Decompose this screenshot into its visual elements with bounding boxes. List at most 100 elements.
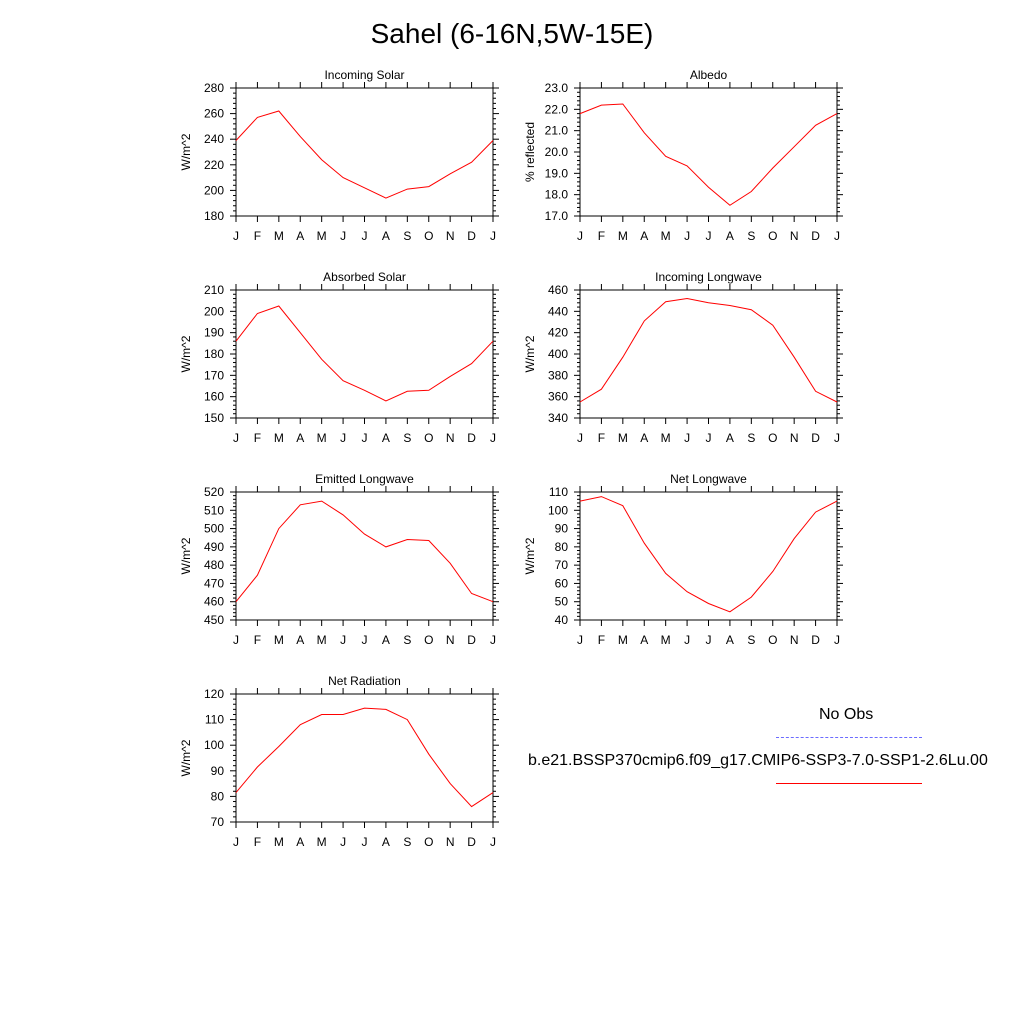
x-tick-label: J <box>834 431 840 445</box>
x-tick-label: D <box>467 633 476 647</box>
y-tick-label: 160 <box>204 390 224 404</box>
y-tick-label: 510 <box>204 503 224 517</box>
y-tick-label: 80 <box>211 789 225 803</box>
y-tick-label: 100 <box>204 738 224 752</box>
y-axis-label: % reflected <box>523 122 537 182</box>
y-tick-label: 150 <box>204 411 224 425</box>
chart-title: Net Longwave <box>670 472 747 486</box>
series-line-1 <box>235 707 494 808</box>
x-tick-label: M <box>618 431 628 445</box>
x-tick-label: J <box>490 633 496 647</box>
y-tick-label: 20.0 <box>545 145 569 159</box>
x-tick-label: D <box>467 229 476 243</box>
y-tick-label: 100 <box>548 503 568 517</box>
y-tick-label: 80 <box>555 540 569 554</box>
y-tick-label: 200 <box>204 304 224 318</box>
x-tick-label: J <box>340 229 346 243</box>
series-line-1 <box>579 103 838 206</box>
y-axis-label: W/m^2 <box>179 739 193 776</box>
y-tick-label: 260 <box>204 107 224 121</box>
x-tick-label: J <box>706 431 712 445</box>
x-tick-label: F <box>254 431 261 445</box>
x-tick-label: A <box>640 431 648 445</box>
x-tick-label: J <box>706 633 712 647</box>
y-axis-label: W/m^2 <box>523 335 537 372</box>
y-tick-label: 40 <box>555 613 569 627</box>
x-tick-label: M <box>618 229 628 243</box>
x-tick-label: S <box>747 229 755 243</box>
y-tick-label: 490 <box>204 540 224 554</box>
x-tick-label: S <box>403 633 411 647</box>
x-tick-label: O <box>768 431 777 445</box>
x-tick-label: O <box>768 633 777 647</box>
x-tick-label: J <box>340 431 346 445</box>
y-axis-label: W/m^2 <box>523 537 537 574</box>
x-tick-label: M <box>274 835 284 849</box>
series-line-1 <box>579 496 838 613</box>
x-tick-label: D <box>811 633 820 647</box>
y-tick-label: 17.0 <box>545 209 569 223</box>
x-tick-label: F <box>254 633 261 647</box>
x-tick-label: M <box>317 633 327 647</box>
x-tick-label: J <box>706 229 712 243</box>
plot-frame <box>579 87 838 217</box>
y-tick-label: 200 <box>204 183 224 197</box>
x-tick-label: A <box>382 633 390 647</box>
y-tick-label: 340 <box>548 411 568 425</box>
x-tick-label: J <box>362 633 368 647</box>
x-tick-label: J <box>684 229 690 243</box>
x-tick-label: M <box>317 835 327 849</box>
x-tick-label: D <box>811 229 820 243</box>
x-tick-label: F <box>254 229 261 243</box>
x-tick-label: S <box>403 835 411 849</box>
y-tick-label: 21.0 <box>545 124 569 138</box>
y-axis-label: W/m^2 <box>179 537 193 574</box>
x-tick-label: A <box>726 633 734 647</box>
x-tick-label: J <box>340 835 346 849</box>
x-tick-label: M <box>274 633 284 647</box>
x-tick-label: M <box>661 633 671 647</box>
y-tick-label: 470 <box>204 576 224 590</box>
x-tick-label: J <box>233 431 239 445</box>
plot-frame <box>579 491 838 621</box>
x-tick-label: J <box>684 431 690 445</box>
x-tick-label: M <box>317 229 327 243</box>
y-tick-label: 440 <box>548 304 568 318</box>
x-tick-label: J <box>362 835 368 849</box>
x-tick-label: M <box>274 229 284 243</box>
y-tick-label: 520 <box>204 485 224 499</box>
y-tick-label: 50 <box>555 595 569 609</box>
y-tick-label: 420 <box>548 326 568 340</box>
plot-frame <box>235 491 494 621</box>
x-tick-label: O <box>424 835 433 849</box>
y-tick-label: 110 <box>549 485 568 499</box>
x-tick-label: A <box>296 229 304 243</box>
x-tick-label: A <box>640 633 648 647</box>
x-tick-label: O <box>424 633 433 647</box>
x-tick-label: J <box>577 431 583 445</box>
x-tick-label: J <box>233 835 239 849</box>
y-tick-label: 240 <box>204 132 224 146</box>
series-line-1 <box>579 297 838 403</box>
plot-frame <box>235 289 494 419</box>
x-tick-label: N <box>790 633 799 647</box>
y-tick-label: 23.0 <box>545 81 569 95</box>
x-tick-label: M <box>661 229 671 243</box>
y-tick-label: 180 <box>204 209 224 223</box>
x-tick-label: A <box>726 229 734 243</box>
y-tick-label: 19.0 <box>545 166 569 180</box>
chart-title: Net Radiation <box>328 674 401 688</box>
y-tick-label: 450 <box>204 613 224 627</box>
y-tick-label: 460 <box>204 595 224 609</box>
x-tick-label: O <box>424 229 433 243</box>
x-tick-label: J <box>490 835 496 849</box>
x-tick-label: F <box>598 633 605 647</box>
y-tick-label: 22.0 <box>545 102 569 116</box>
x-tick-label: F <box>598 431 605 445</box>
x-tick-label: N <box>790 229 799 243</box>
